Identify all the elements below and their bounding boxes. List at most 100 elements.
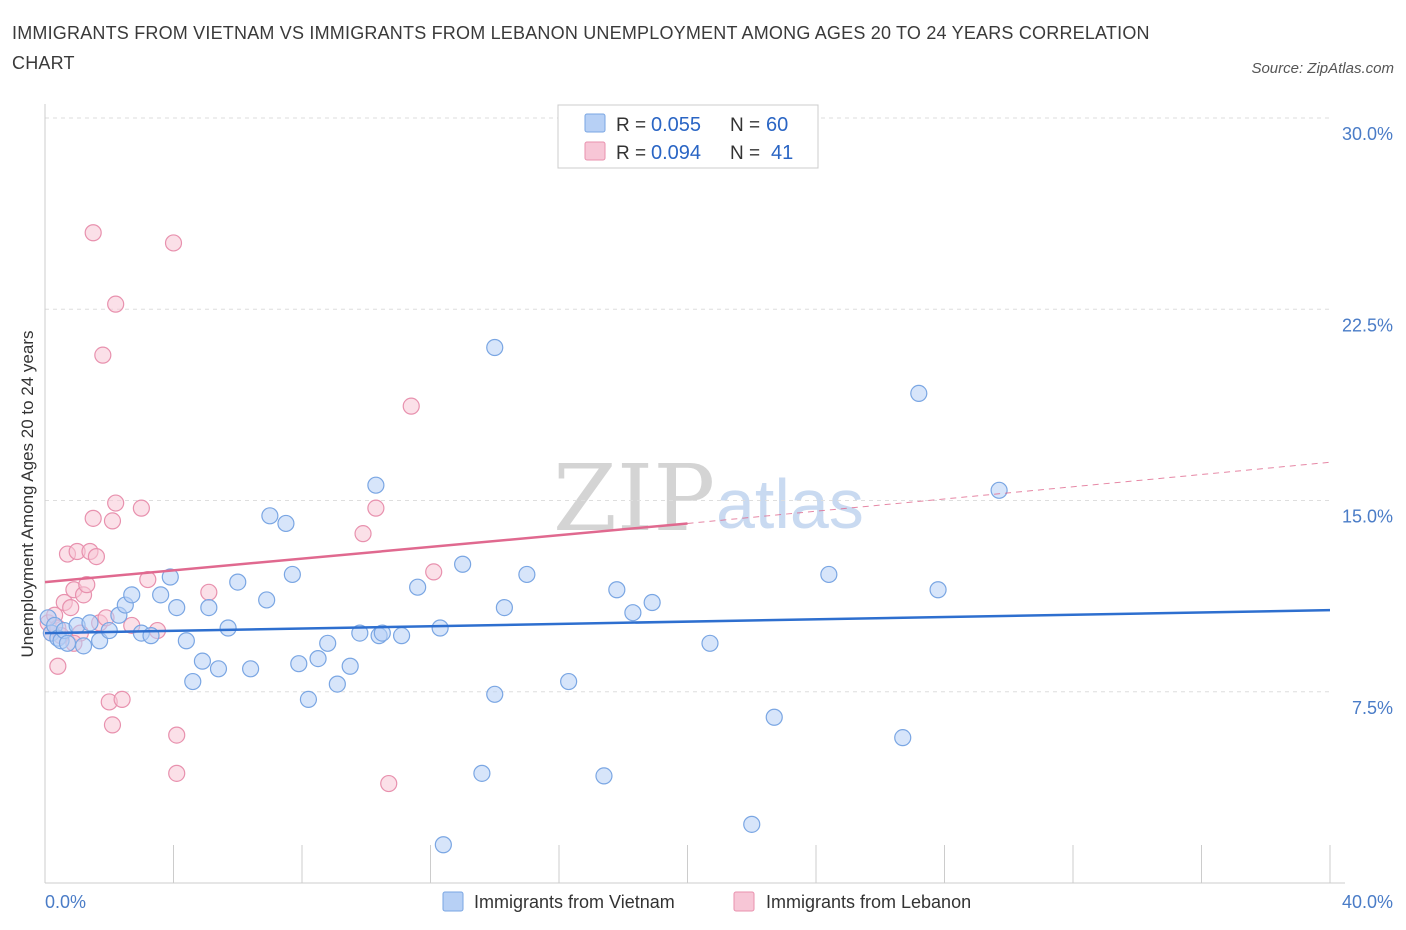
lebanon-point-32 [367,499,385,517]
bottom-legend-swatch-vietnam [442,891,464,912]
vietnam-point-41 [373,624,391,642]
chart-title: IMMIGRANTS FROM VIETNAM VS IMMIGRANTS FR… [12,23,1150,73]
lebanon-point-27 [164,234,183,252]
vietnam-point-35 [319,634,337,652]
lebanon-point-14 [84,509,102,527]
legend-swatch-vietnam [584,113,606,133]
vietnam-point-53 [595,767,613,785]
lebanon-point-22 [107,494,125,512]
vietnam-point-55 [624,604,642,622]
vietnam-point-24 [209,660,228,678]
lebanon-point-23 [107,295,125,313]
bottom-legend-swatch-lebanon [733,891,755,912]
gridlines [45,117,1330,693]
vietnam-point-23 [200,598,218,617]
y-tick-label-0: 7.5% [1352,698,1393,718]
x-tick-labels: 0.0% 40.0% [45,892,1393,912]
lebanon-points [39,224,443,793]
vietnam-point-49 [486,338,504,357]
vietnam-point-28 [258,591,276,609]
watermark-atlas: atlas [716,465,864,543]
y-tick-labels: 7.5% 15.0% 22.5% 30.0% [1342,124,1393,718]
vietnam-point-26 [229,573,247,591]
legend-swatch-lebanon [584,141,606,161]
vietnam-point-19 [168,598,186,617]
vietnam-point-27 [242,660,260,678]
vietnam-point-42 [392,627,411,645]
vietnam-point-62 [910,384,928,402]
lebanon-point-24 [113,690,131,709]
vietnam-point-61 [894,729,912,747]
lebanon-point-29 [168,764,186,782]
lebanon-point-36 [49,657,67,675]
legend-r-label-lebanon: R = [616,143,646,164]
watermark-zip: ZIP [553,445,715,552]
vietnam-point-64 [990,481,1008,499]
vietnam-point-29 [261,507,279,525]
lebanon-point-38 [87,547,106,566]
vietnam-point-11 [100,621,118,640]
vietnam-point-31 [283,565,301,584]
vietnam-point-43 [409,578,427,596]
vietnam-point-52 [560,672,578,691]
vietnam-point-57 [701,634,719,652]
legend-n-value-vietnam: 60 [766,114,788,136]
vietnam-point-20 [177,632,195,650]
axes [44,104,1345,884]
vietnam-point-39 [367,476,385,494]
lebanon-point-12 [78,576,96,594]
vietnam-points [39,338,1008,854]
vietnam-point-14 [123,586,141,604]
lebanon-point-30 [200,583,218,601]
lebanon-point-20 [103,716,122,734]
vietnam-point-50 [495,598,513,617]
y-tick-label-2: 22.5% [1342,315,1393,335]
bottom-legend: Immigrants from Vietnam Immigrants from … [442,891,971,912]
lebanon-point-21 [103,512,122,530]
lebanon-point-34 [402,397,420,415]
vietnam-point-54 [608,581,626,599]
lebanon-point-7 [62,598,80,617]
vietnam-point-8 [74,637,93,655]
lebanon-point-15 [84,224,102,242]
legend-n-label-vietnam: N = [730,115,760,136]
vietnam-point-32 [290,655,308,673]
vietnam-point-33 [299,690,318,709]
vietnam-point-47 [473,764,491,782]
legend-n-value-lebanon: 41 [771,142,793,164]
vietnam-point-38 [351,624,369,642]
vietnam-point-21 [184,672,202,691]
y-axis-title: Unemployment Among Ages 20 to 24 years [18,331,37,658]
lebanon-point-31 [354,525,372,543]
y-tick-label-3: 30.0% [1342,124,1393,144]
legend-r-value-lebanon: 0.094 [651,142,701,164]
vietnam-point-56 [643,593,661,612]
lebanon-trend-extension [687,461,1331,524]
vietnam-point-30 [277,514,295,533]
vietnam-point-63 [929,581,947,599]
vietnam-point-6 [58,634,77,652]
bottom-legend-label-vietnam: Immigrants from Vietnam [474,892,675,912]
vietnam-point-44 [431,619,449,637]
legend-box: R = 0.055 N = 60 R = 0.094 N = 41 [557,104,819,169]
vietnam-point-18 [161,568,179,586]
lebanon-trend-line [44,522,688,584]
legend-r-label-vietnam: R = [616,115,646,136]
vietnam-point-59 [765,708,783,726]
trend-lines [44,461,1331,635]
x-tick-label-max: 40.0% [1342,892,1393,912]
vietnam-point-60 [820,565,838,584]
lebanon-point-28 [168,726,186,744]
vietnam-point-45 [434,836,452,854]
lebanon-point-25 [132,499,150,517]
vietnam-point-9 [81,614,99,632]
vietnam-point-25 [219,619,237,637]
vietnam-trend-line [44,608,1331,635]
vietnam-point-17 [152,586,170,604]
bottom-legend-label-lebanon: Immigrants from Lebanon [766,892,971,912]
vietnam-point-36 [328,675,346,693]
lebanon-point-17 [94,346,112,364]
vietnam-point-51 [518,565,536,584]
vietnam-point-46 [454,555,472,573]
